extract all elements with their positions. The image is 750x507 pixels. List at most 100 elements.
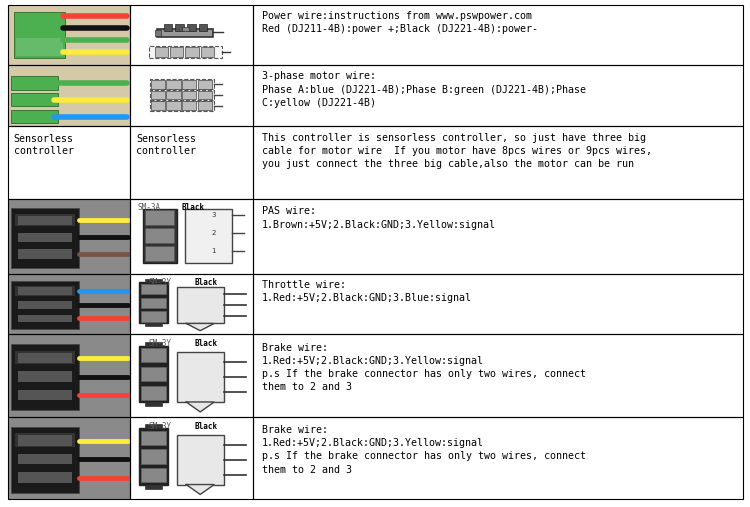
Bar: [141, 311, 166, 322]
Bar: [11, 93, 58, 106]
Bar: [8, 65, 130, 126]
Text: Throttle wire:
1.Red:+5V;2.Black:GND;3.Blue:signal: Throttle wire: 1.Red:+5V;2.Black:GND;3.B…: [262, 280, 472, 303]
Bar: [151, 80, 164, 89]
Bar: [18, 371, 72, 382]
Bar: [8, 274, 130, 334]
Text: Power wire:instructions from www.pswpower.com
Red (DJ211-4B):power +;Black (DJ22: Power wire:instructions from www.pswpowe…: [262, 11, 538, 34]
Bar: [158, 29, 214, 37]
Bar: [18, 249, 72, 259]
Bar: [130, 5, 253, 65]
Bar: [142, 208, 177, 263]
Text: 3-phase motor wire:
Phase A:blue (DJ221-4B);Phase B:green (DJ221-4B);Phase
C:yel: 3-phase motor wire: Phase A:blue (DJ221-…: [262, 71, 586, 108]
Bar: [253, 65, 742, 126]
Bar: [145, 402, 163, 406]
Bar: [145, 342, 163, 346]
Bar: [8, 417, 130, 499]
Text: Black: Black: [194, 278, 217, 286]
Bar: [141, 430, 166, 445]
Bar: [166, 80, 181, 89]
Bar: [130, 5, 253, 65]
Bar: [11, 427, 79, 493]
Text: SM-3Y: SM-3Y: [148, 339, 172, 348]
Bar: [176, 24, 184, 31]
Bar: [18, 436, 72, 446]
Text: Brake wire:
1.Red:+5V;2.Black:GND;3.Yellow:signal
p.s If the brake connector has: Brake wire: 1.Red:+5V;2.Black:GND;3.Yell…: [262, 343, 586, 392]
Bar: [155, 29, 160, 35]
Bar: [11, 110, 58, 123]
Bar: [130, 65, 253, 126]
Bar: [11, 76, 58, 90]
Bar: [253, 5, 742, 65]
Bar: [150, 79, 214, 89]
Text: SM-3A: SM-3A: [137, 203, 160, 212]
Bar: [145, 323, 163, 327]
Bar: [253, 334, 742, 417]
Bar: [11, 281, 79, 330]
Text: 1: 1: [211, 248, 216, 254]
Bar: [151, 91, 164, 99]
Bar: [8, 65, 130, 126]
Bar: [18, 233, 72, 242]
Bar: [8, 334, 130, 417]
Bar: [8, 199, 130, 274]
Bar: [253, 65, 742, 126]
Bar: [18, 454, 72, 464]
Bar: [199, 24, 207, 31]
Bar: [253, 126, 742, 199]
Bar: [141, 348, 166, 363]
Bar: [139, 282, 168, 323]
Bar: [145, 279, 163, 282]
Bar: [141, 449, 166, 463]
Bar: [14, 286, 75, 296]
Bar: [8, 199, 130, 274]
Bar: [11, 208, 79, 268]
Bar: [145, 246, 175, 261]
Bar: [130, 199, 253, 274]
Text: SM-3Y: SM-3Y: [148, 278, 172, 286]
Bar: [141, 468, 166, 482]
Bar: [18, 215, 72, 225]
Text: Black: Black: [194, 422, 217, 431]
Bar: [139, 428, 168, 485]
Polygon shape: [186, 323, 214, 331]
Text: SM-3Y: SM-3Y: [148, 422, 172, 431]
Bar: [18, 301, 72, 309]
Polygon shape: [186, 402, 214, 412]
Bar: [182, 91, 196, 99]
Bar: [14, 214, 75, 226]
Bar: [130, 334, 253, 417]
Bar: [16, 38, 62, 56]
Text: PAS wire:
1.Brown:+5V;2.Black:GND;3.Yellow:signal: PAS wire: 1.Brown:+5V;2.Black:GND;3.Yell…: [262, 206, 496, 230]
Bar: [130, 334, 253, 417]
Bar: [13, 12, 65, 58]
Text: Black: Black: [194, 339, 217, 348]
Bar: [182, 26, 189, 31]
Bar: [177, 287, 224, 323]
Bar: [130, 199, 253, 274]
Bar: [14, 433, 75, 447]
Bar: [199, 80, 212, 89]
Bar: [151, 101, 164, 110]
Bar: [8, 126, 130, 199]
Bar: [187, 24, 196, 31]
Bar: [199, 101, 212, 110]
Bar: [145, 485, 163, 489]
Bar: [130, 417, 253, 499]
Bar: [185, 47, 199, 57]
Bar: [11, 344, 79, 410]
Bar: [8, 334, 130, 417]
Bar: [130, 126, 253, 199]
Bar: [130, 65, 253, 126]
Bar: [145, 229, 175, 243]
Bar: [154, 47, 168, 57]
Bar: [253, 126, 742, 199]
Bar: [130, 417, 253, 499]
Text: Sensorless
controller: Sensorless controller: [136, 134, 196, 156]
Text: Black: Black: [182, 203, 205, 212]
Bar: [18, 473, 72, 483]
Bar: [177, 352, 224, 402]
Text: This controller is sensorless controller, so just have three big
cable for motor: This controller is sensorless controller…: [262, 133, 652, 169]
Bar: [8, 5, 130, 65]
Bar: [18, 314, 72, 322]
Bar: [185, 208, 232, 263]
